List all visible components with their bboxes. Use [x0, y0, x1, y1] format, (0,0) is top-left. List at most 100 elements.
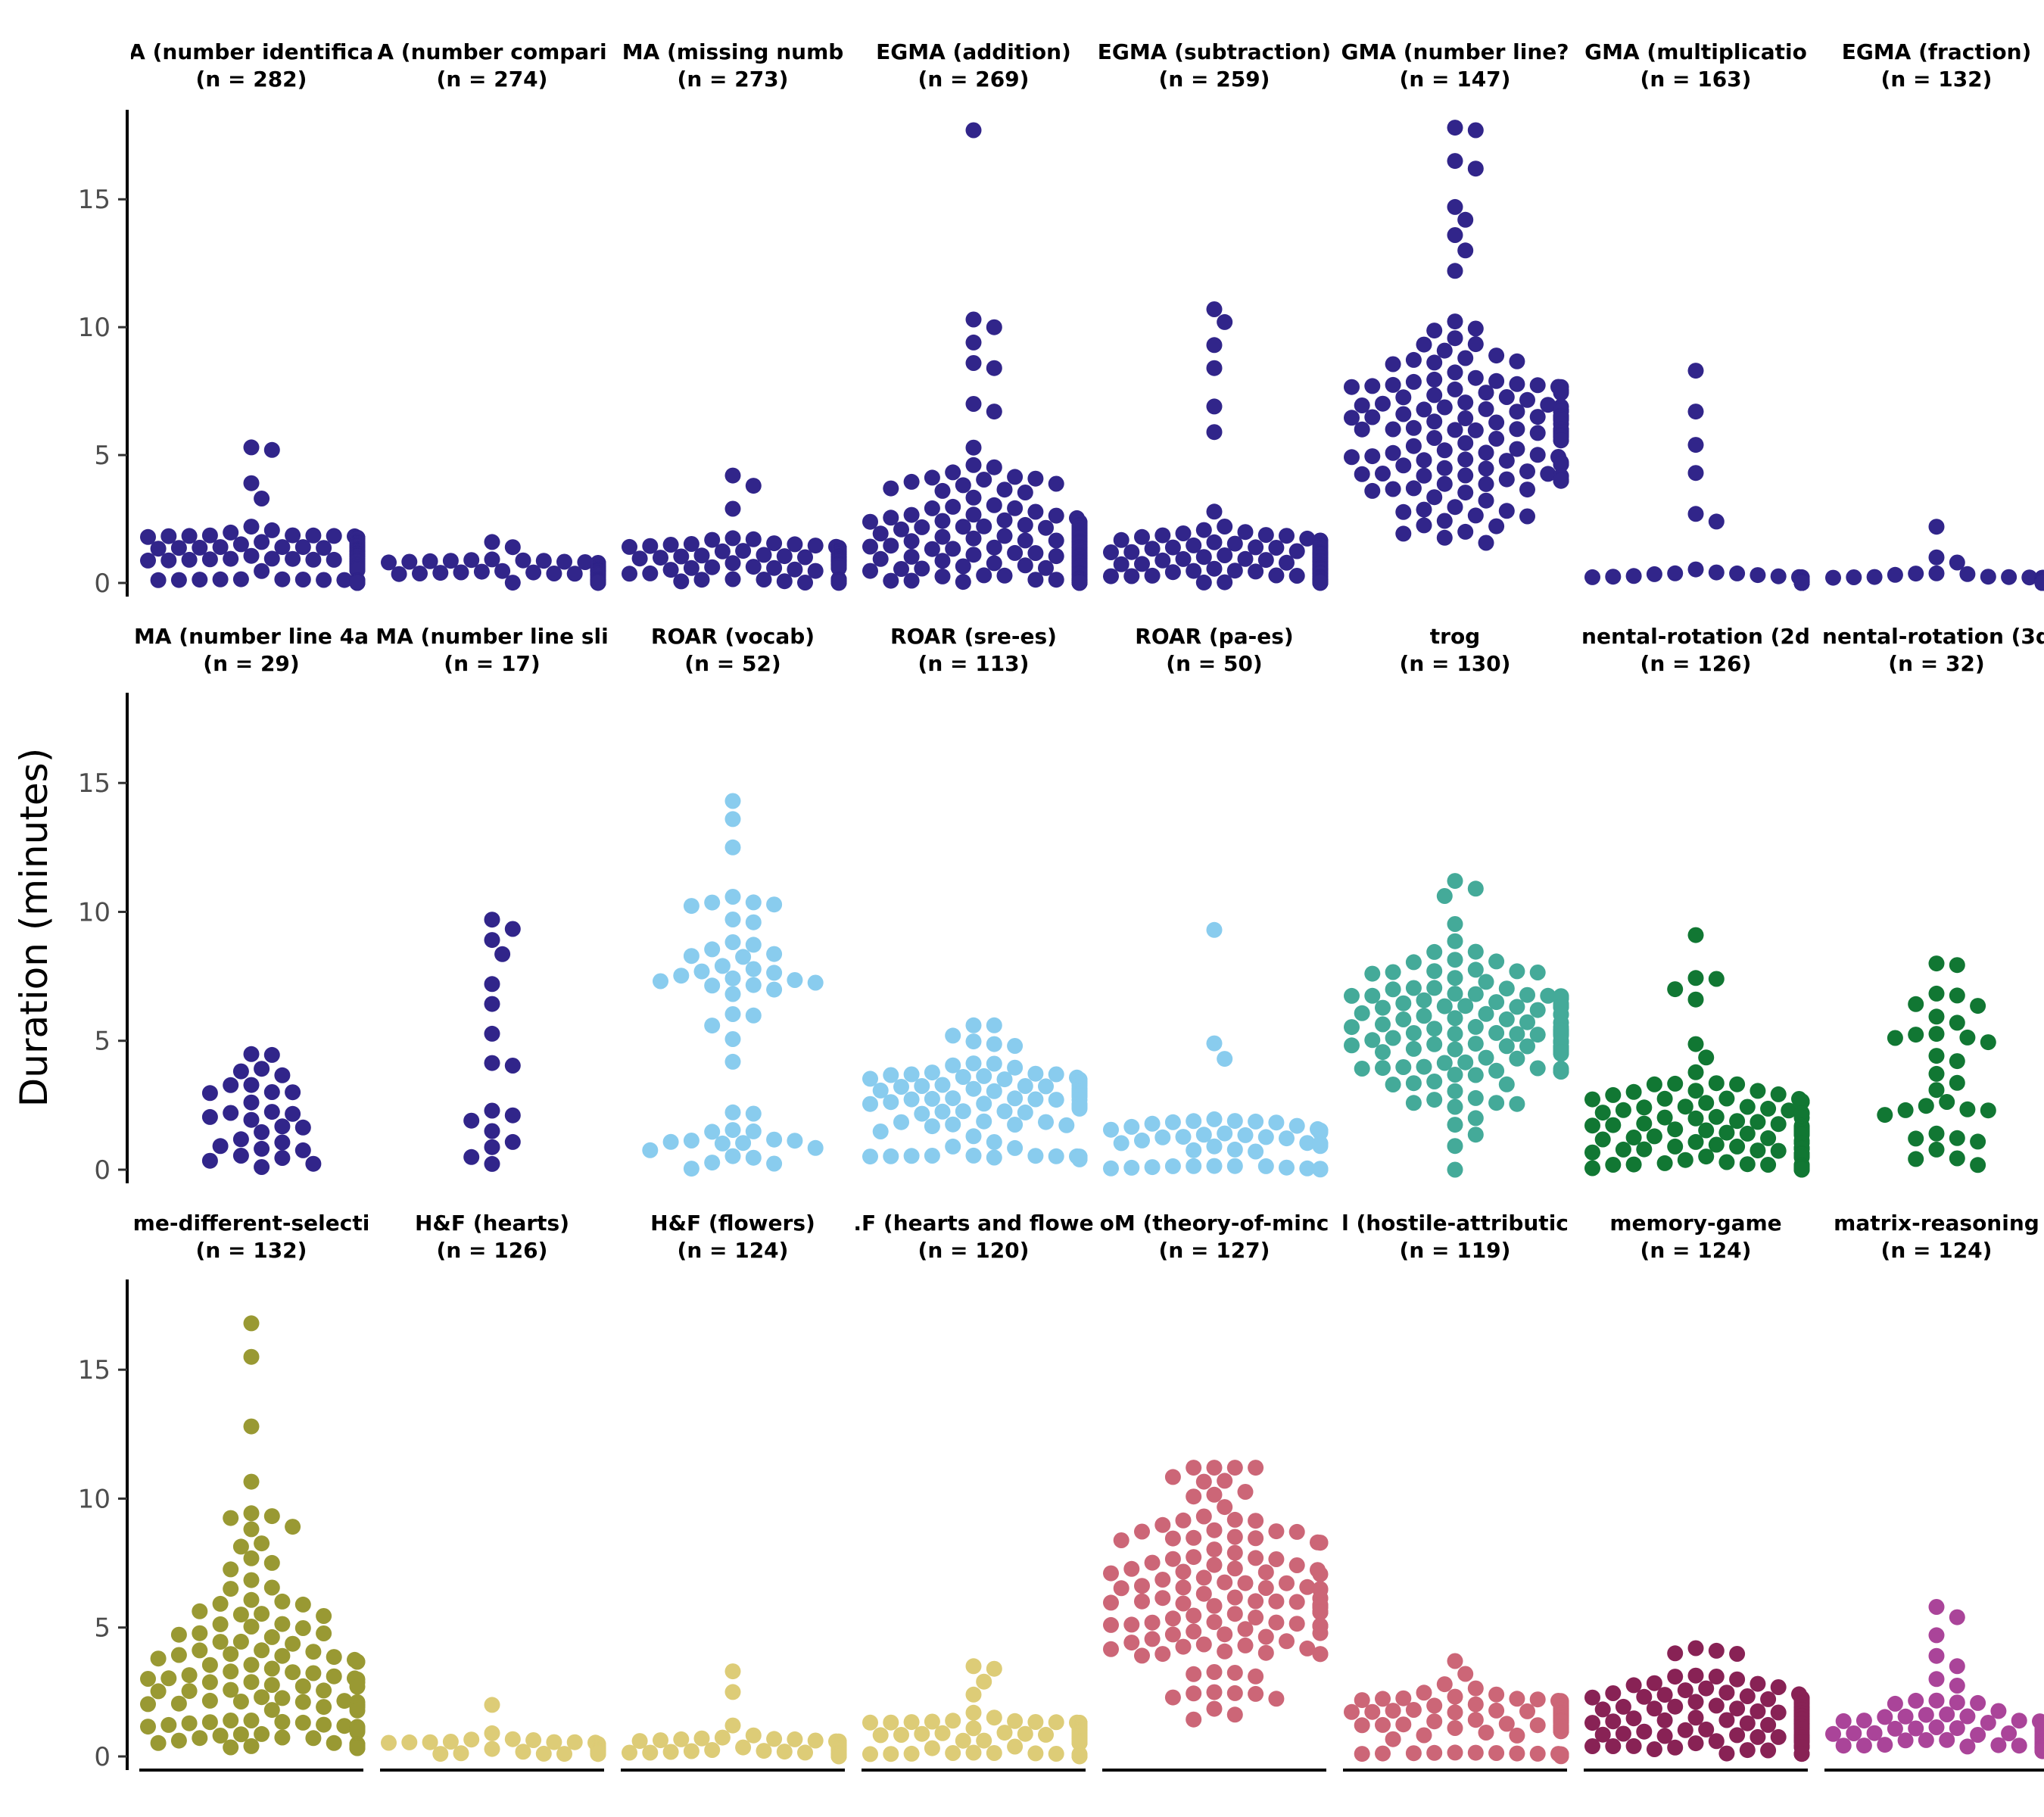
data-point — [1760, 1130, 1777, 1146]
data-point — [1268, 1593, 1285, 1610]
data-point — [1698, 1049, 1715, 1066]
panel-title: GMA (multiplicatio — [1584, 39, 1807, 64]
data-point — [1226, 1560, 1243, 1577]
data-point — [1226, 1158, 1243, 1174]
data-point — [1123, 1560, 1140, 1577]
data-point — [914, 1078, 930, 1094]
data-point — [1312, 575, 1329, 591]
data-point — [683, 948, 700, 965]
data-point — [1175, 1129, 1192, 1145]
data-point — [1908, 996, 1924, 1012]
data-point — [807, 538, 824, 554]
data-point — [1529, 425, 1546, 441]
data-point — [1636, 1099, 1653, 1116]
data-point — [1206, 337, 1223, 354]
panel-n-label: (n = 52) — [684, 651, 781, 676]
data-point — [1457, 1054, 1474, 1071]
data-point — [1949, 1150, 1965, 1167]
data-point — [1553, 1064, 1569, 1080]
data-point — [254, 534, 270, 550]
data-point — [1625, 1710, 1642, 1727]
data-point — [1175, 550, 1192, 567]
panel-title: MA (number line sli — [375, 624, 608, 649]
data-point — [945, 464, 961, 481]
data-point — [1364, 448, 1381, 465]
data-point — [1447, 1099, 1463, 1115]
data-point — [965, 1033, 982, 1050]
data-point — [212, 571, 229, 587]
data-point — [1718, 1090, 1735, 1107]
data-point — [243, 1521, 260, 1538]
data-point — [1375, 1745, 1391, 1762]
data-point — [243, 1505, 260, 1522]
data-point — [1175, 1579, 1192, 1596]
data-point — [1760, 1691, 1777, 1707]
data-point — [515, 1744, 531, 1760]
data-point — [1687, 1083, 1704, 1099]
data-point — [1027, 1745, 1044, 1762]
data-point — [1656, 1712, 1673, 1728]
y-tick-label: 0 — [94, 1155, 111, 1186]
data-point — [1677, 1722, 1693, 1738]
data-point — [254, 1124, 270, 1140]
data-point — [1364, 1703, 1381, 1720]
data-point — [1299, 1640, 1316, 1656]
data-point — [243, 1572, 260, 1588]
data-point — [1103, 544, 1119, 560]
data-point — [1206, 1460, 1223, 1476]
data-point — [1405, 480, 1422, 497]
data-point — [232, 1063, 249, 1080]
data-point — [232, 571, 249, 587]
data-point — [724, 467, 741, 484]
panel-n-label: (n = 126) — [1640, 651, 1752, 676]
data-point — [1447, 227, 1463, 243]
data-point — [986, 319, 1002, 335]
data-point — [1164, 1689, 1181, 1706]
panel: EGMA (subtraction) (n = 259) — [1098, 39, 1331, 591]
data-point — [1354, 421, 1370, 438]
data-point — [2011, 1738, 2027, 1754]
data-point — [243, 1674, 260, 1691]
data-point — [349, 1653, 366, 1670]
data-point — [1395, 995, 1412, 1011]
data-point — [1478, 460, 1494, 477]
data-point — [1344, 1703, 1360, 1720]
data-point — [1529, 1060, 1546, 1077]
data-point — [1375, 1016, 1391, 1033]
data-point — [1416, 1008, 1432, 1024]
data-point — [1405, 1025, 1422, 1041]
data-point — [1855, 1713, 1872, 1729]
data-point — [1226, 563, 1243, 579]
data-point — [1257, 1644, 1274, 1661]
data-point — [1113, 1532, 1129, 1548]
data-point — [1237, 550, 1254, 567]
data-point — [263, 522, 280, 538]
data-point — [1123, 1118, 1140, 1135]
data-point — [305, 527, 322, 544]
data-point — [1835, 1713, 1852, 1729]
data-point — [1467, 161, 1484, 177]
data-point — [1457, 485, 1474, 501]
data-point — [1488, 518, 1505, 535]
data-point — [1750, 1142, 1766, 1159]
data-point — [305, 1665, 322, 1681]
data-point — [1279, 1575, 1295, 1591]
data-point — [285, 1664, 301, 1681]
data-point — [243, 1418, 260, 1435]
data-point — [1123, 544, 1140, 560]
data-point — [1887, 1695, 1903, 1712]
data-point — [201, 1714, 218, 1731]
data-point — [724, 970, 741, 986]
data-point — [1144, 1115, 1161, 1132]
data-point — [1687, 991, 1704, 1008]
data-point — [1949, 1074, 1965, 1091]
data-point — [1436, 998, 1453, 1014]
panel-title: oM (theory-of-minc — [1100, 1211, 1329, 1236]
data-point — [1553, 456, 1569, 472]
data-point — [1908, 1130, 1924, 1147]
data-point — [724, 793, 741, 809]
data-point — [504, 1731, 521, 1747]
data-point — [1498, 471, 1515, 488]
data-point — [683, 536, 700, 552]
data-point — [1708, 1136, 1725, 1153]
